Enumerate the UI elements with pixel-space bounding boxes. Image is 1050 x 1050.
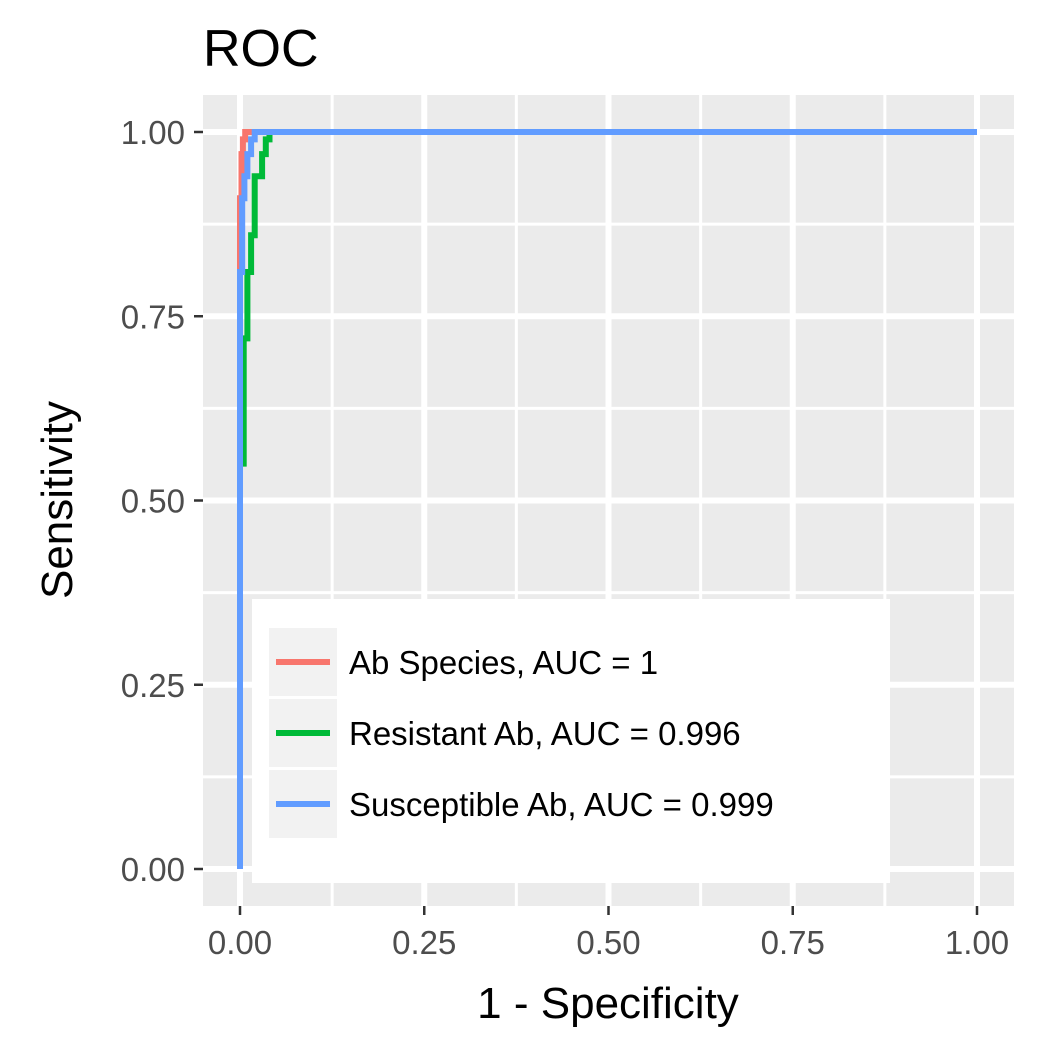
roc-curve-series-3 [237,129,977,869]
y-tick-label: 0.00 [121,851,185,888]
x-tick-label: 0.00 [208,924,272,961]
legend-label: Ab Species, AUC = 1 [349,644,658,681]
x-tick-label: 0.75 [761,924,825,961]
y-axis-title: Sensitivity [33,401,82,599]
roc-curves [237,129,977,869]
legend-background [252,599,890,883]
legend-label: Susceptible Ab, AUC = 0.999 [349,786,774,823]
y-tick-label: 1.00 [121,114,185,151]
chart-title: ROC [203,20,319,78]
x-tick-label: 0.50 [576,924,640,961]
x-tick-label: 0.25 [392,924,456,961]
y-tick-label: 0.75 [121,298,185,335]
x-axis-title: 1 - Specificity [477,979,739,1028]
x-axis-ticks: 0.00 0.25 0.50 0.75 1.00 [208,906,1009,961]
y-tick-label: 0.50 [121,483,185,520]
legend: Ab Species, AUC = 1 Resistant Ab, AUC = 0… [252,599,890,883]
legend-label: Resistant Ab, AUC = 0.996 [349,715,741,752]
roc-curve-series-2 [237,129,977,869]
y-tick-label: 0.25 [121,667,185,704]
y-axis-ticks: 0.00 0.25 0.50 0.75 1.00 [121,114,203,888]
x-tick-label: 1.00 [945,924,1009,961]
